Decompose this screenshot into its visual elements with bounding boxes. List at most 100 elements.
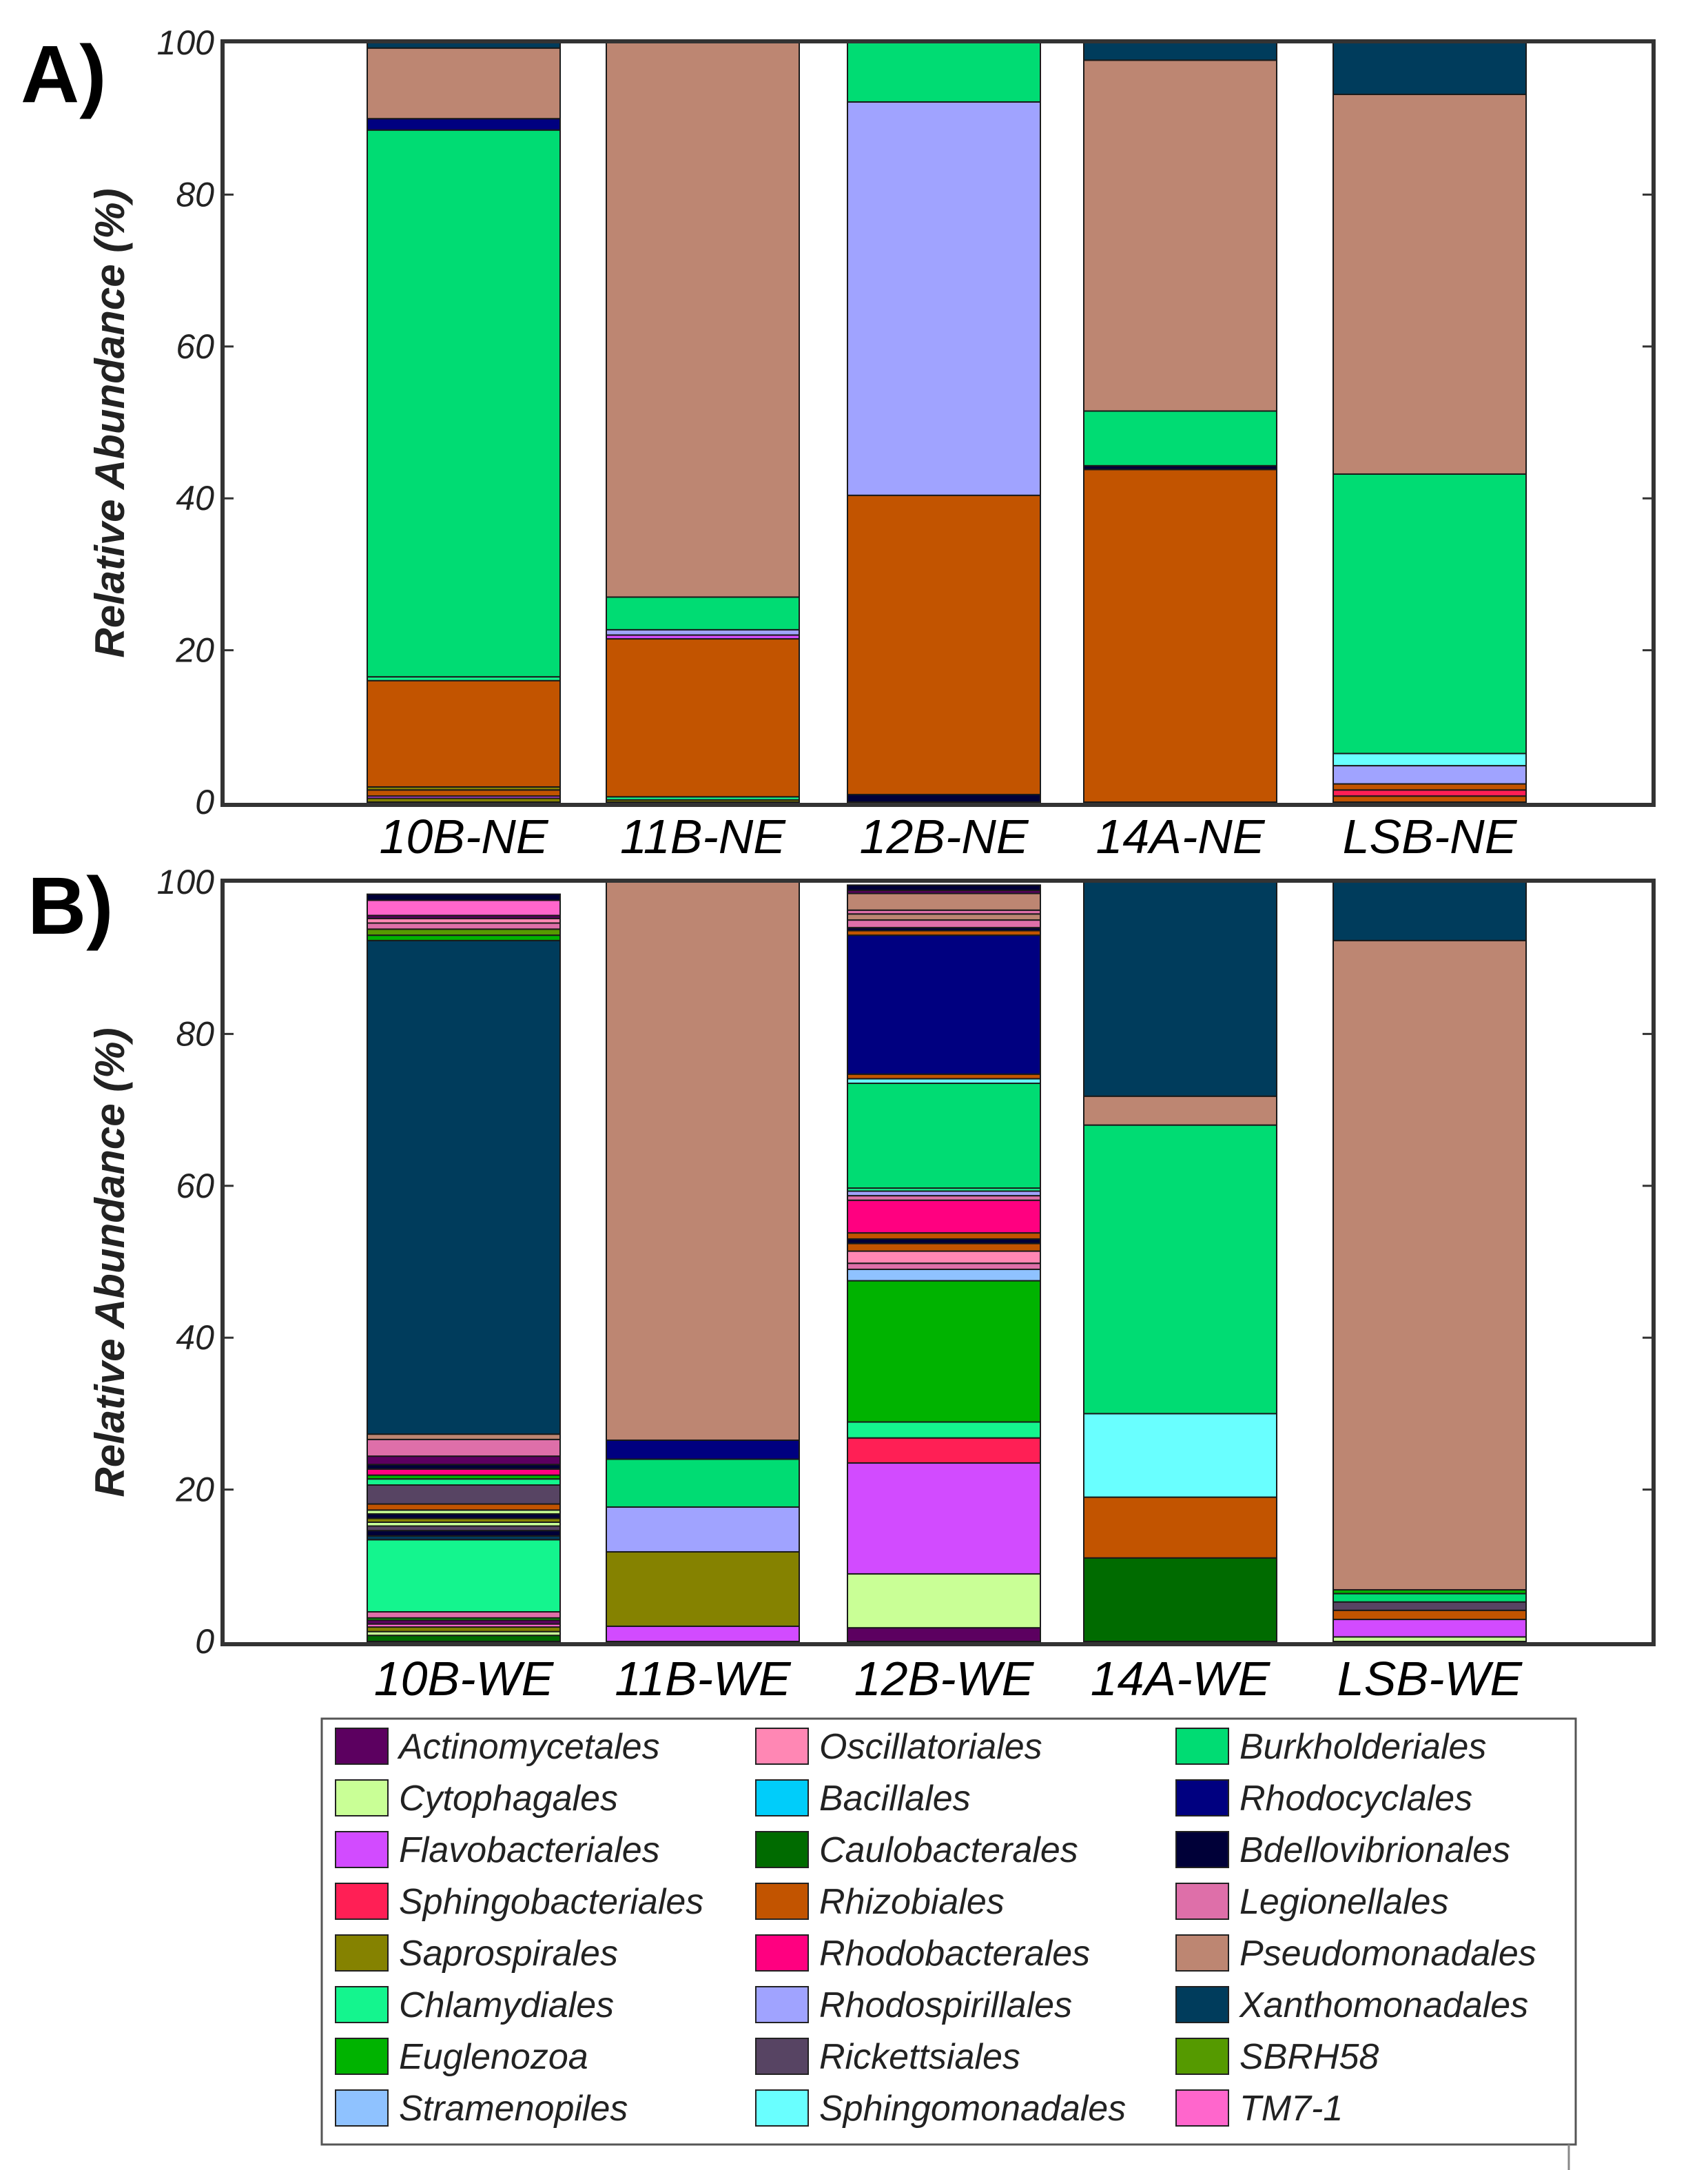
segment-bdellovibrionales [847, 884, 1041, 892]
legend-label: Legionellales [1239, 1882, 1449, 1922]
segment-xanthomonadales [367, 939, 561, 1435]
legend-item-sphingomonadales: Sphingomonadales [755, 2089, 1126, 2129]
legend-label: Bacillales [819, 1779, 971, 1819]
legend-item-flavobacteriales: Flavobacteriales [335, 1830, 660, 1870]
legend-swatch [335, 1986, 389, 2023]
legend-item-caulobacterales: Caulobacterales [755, 1830, 1078, 1870]
segment-rhodospirillales [606, 628, 800, 636]
y-tick-label: 60 [176, 1167, 214, 1205]
segment-bdellovibrionales [847, 793, 1041, 803]
legend-label: Saprospirales [399, 1934, 618, 1974]
bar-12b-ne [847, 42, 1041, 803]
segment-rhizobiales [1333, 1609, 1527, 1621]
legend-item-euglenozoa: Euglenozoa [335, 2037, 588, 2077]
category-label-11b-we: 11B-WE [615, 1652, 792, 1706]
panel-a-frame [220, 39, 1656, 807]
segment-burkholderiales [847, 1083, 1041, 1189]
segment-xanthomonadales [1083, 42, 1277, 61]
category-label-12b-ne: 12B-NE [859, 810, 1029, 863]
legend-item-legionellales: Legionellales [1175, 1882, 1449, 1922]
legend-item-actinomycetales: Actinomycetales [335, 1727, 660, 1767]
legend-label: Stramenopiles [399, 2089, 628, 2129]
segment-burkholderiales [1333, 1593, 1527, 1603]
legend-item-rhodospirillales: Rhodospirillales [755, 1985, 1072, 2025]
y-tick-label: 80 [176, 175, 214, 214]
panel-b-ylabel: Relative Abundance (%) [87, 1027, 133, 1497]
legend-label: Xanthomonadales [1239, 1985, 1528, 2025]
segment-legionellales [847, 1262, 1041, 1271]
segment-sphingomonadales [1333, 753, 1527, 767]
segment-rhizobiales [1083, 469, 1277, 803]
segment-flavobacteriales [847, 1462, 1041, 1575]
segment-rhizobiales [367, 1503, 561, 1511]
bar-11b-we [606, 881, 800, 1642]
legend-swatch [1175, 2038, 1229, 2075]
legend-swatch [1175, 1728, 1229, 1765]
legend-item-sbrh58: SBRH58 [1175, 2037, 1379, 2077]
segment-sphingobacteriales [847, 1437, 1041, 1464]
segment-caulobacterales [367, 1635, 561, 1643]
legend-swatch [755, 1779, 809, 1816]
legend-item-stramenopiles: Stramenopiles [335, 2089, 628, 2129]
legend-item-tm7-1: TM7-1 [1175, 2089, 1343, 2129]
segment-caulobacterales [1083, 1557, 1277, 1643]
segment-legionellales [367, 922, 561, 930]
category-label-12b-we: 12B-WE [854, 1652, 1035, 1706]
category-label-lsb-ne: LSB-NE [1343, 810, 1518, 863]
segment-rhizobiales [367, 789, 561, 797]
legend-item-bacillales: Bacillales [755, 1779, 971, 1819]
legend-label: Sphingomonadales [819, 2089, 1126, 2129]
segment-rhizobiales [1083, 1496, 1277, 1559]
legend-swatch [1175, 1934, 1229, 1972]
bar-14a-we [1083, 881, 1277, 1643]
segment-rhodospirillales [1333, 765, 1527, 785]
legend-label: Sphingobacteriales [399, 1882, 703, 1922]
legend-label: TM7-1 [1239, 2089, 1343, 2129]
segment-pseudomonadales [1083, 1095, 1277, 1126]
legend-item-sphingobacteriales: Sphingobacteriales [335, 1882, 703, 1922]
segment-sphingobacteriales [1333, 789, 1527, 797]
legend-swatch [335, 1883, 389, 1920]
segment-flavobacteriales [606, 1625, 800, 1642]
legend-label: Burkholderiales [1239, 1727, 1486, 1767]
bar-lsb-ne [1333, 42, 1527, 803]
segment-rhizobiales [847, 1242, 1041, 1252]
segment-xanthomonadales [1333, 881, 1527, 941]
legend-swatch [335, 2038, 389, 2075]
legend-swatch [335, 1831, 389, 1868]
legend-label: SBRH58 [1239, 2037, 1379, 2077]
y-tick-label: 100 [157, 863, 215, 901]
segment-rhodocyclales [367, 118, 561, 131]
legend-swatch [335, 1728, 389, 1765]
segment-legionellales [847, 919, 1041, 929]
segment-tm7-1 [367, 899, 561, 917]
legend-label: Pseudomonadales [1239, 1934, 1536, 1974]
legend-label: Bdellovibrionales [1239, 1830, 1510, 1870]
segment-rhodobacterales [367, 1468, 561, 1476]
segment-burkholderiales [847, 42, 1041, 103]
y-tick-label: 80 [176, 1014, 214, 1053]
segment-legionellales [367, 1611, 561, 1619]
panel-a-label: A) [21, 29, 107, 120]
legend-item-xanthomonadales: Xanthomonadales [1175, 1985, 1528, 2025]
segment-rhodobacterales [847, 1199, 1041, 1234]
bar-12b-we [847, 884, 1041, 1643]
legend-swatch [1175, 1986, 1229, 2023]
category-label-10b-ne: 10B-NE [379, 810, 548, 863]
bar-14a-ne [1083, 42, 1277, 803]
legend-label: Rhodocyclales [1239, 1779, 1472, 1819]
legend-swatch [335, 2089, 389, 2127]
panel-b: Relative Abundance (%) 0 20 40 60 80 100 10B-… [28, 861, 1656, 1706]
y-tick-label: 20 [175, 1471, 214, 1509]
segment-pseudomonadales [606, 881, 800, 1441]
segment-rhizobiales [367, 679, 561, 788]
segment-xanthomonadales [367, 42, 561, 49]
y-tick-label: 40 [176, 479, 214, 518]
legend-swatch [755, 1883, 809, 1920]
segment-xanthomonadales [1333, 42, 1527, 95]
segment-bdellovibrionales [367, 893, 561, 901]
legend-item-rhodobacterales: Rhodobacterales [755, 1934, 1090, 1974]
panel-b-label: B) [28, 861, 114, 952]
segment-sphingomonadales [1083, 1413, 1277, 1498]
segment-rhizobiales [1333, 795, 1527, 803]
